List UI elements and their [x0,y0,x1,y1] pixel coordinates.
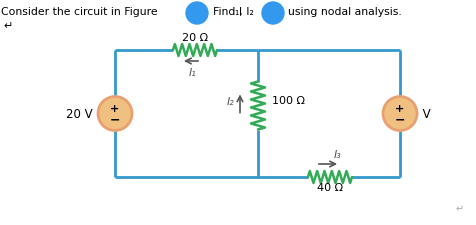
Circle shape [382,97,416,131]
Text: −: − [109,113,120,126]
Text: −: − [394,113,405,126]
Text: I₁: I₁ [188,68,197,78]
Text: I₂: I₂ [226,97,234,107]
Circle shape [98,97,132,131]
Text: I₃: I₃ [333,149,341,159]
Text: 10 V: 10 V [403,108,430,120]
Circle shape [261,3,283,25]
Text: using nodal analysis.: using nodal analysis. [288,7,401,17]
Text: 100 Ω: 100 Ω [271,96,304,106]
Circle shape [186,3,208,25]
Text: 20 V: 20 V [66,108,93,120]
Text: 40 Ω: 40 Ω [316,182,342,192]
Text: 20 Ω: 20 Ω [181,33,208,43]
Text: ₁, I₂: ₁, I₂ [235,7,253,17]
Text: Find I: Find I [213,7,242,17]
Text: +: + [110,104,119,114]
Text: ↵: ↵ [455,203,463,213]
Text: +: + [395,104,404,114]
Text: ↵: ↵ [3,21,12,31]
Text: Consider the circuit in Figure: Consider the circuit in Figure [1,7,157,17]
